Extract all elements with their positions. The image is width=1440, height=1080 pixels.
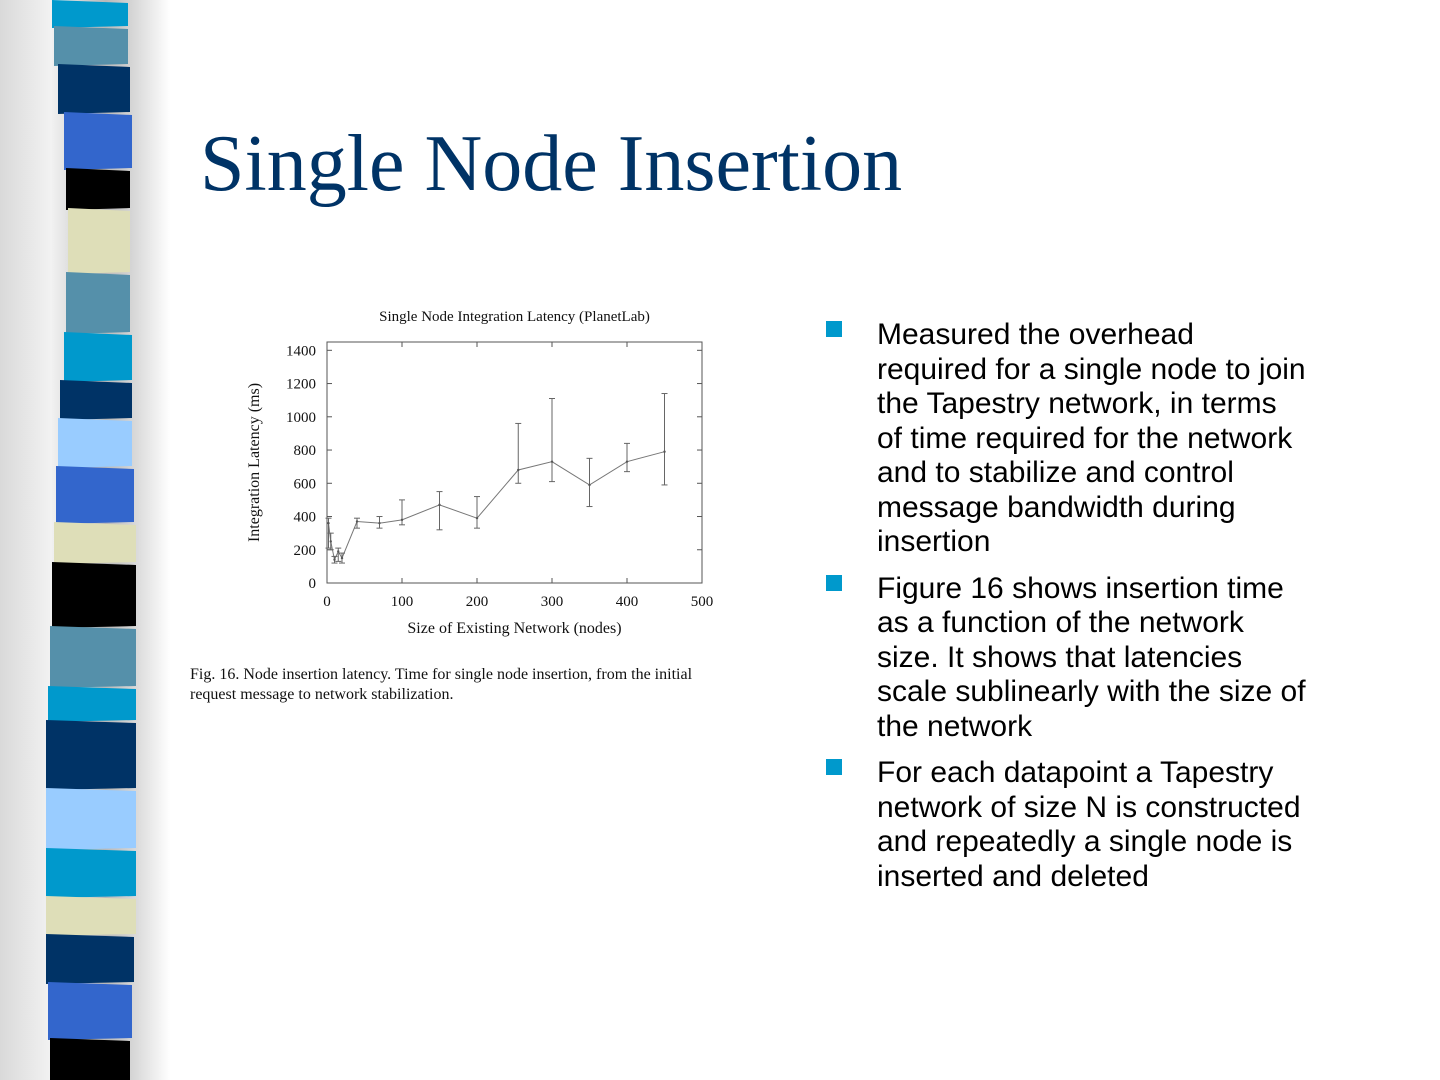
stripe-band xyxy=(58,64,130,114)
data-point xyxy=(517,468,520,472)
error-bar xyxy=(586,457,593,508)
figure-caption-line: Fig. 16. Node insertion latency. Time fo… xyxy=(190,666,693,683)
bullet-square-icon xyxy=(826,574,842,591)
error-bar xyxy=(624,442,630,473)
data-point xyxy=(340,556,344,560)
data-point xyxy=(337,550,340,553)
data-point xyxy=(550,460,554,463)
bullet-item: Figure 16 shows insertion time as a func… xyxy=(826,572,1426,745)
stripe-band xyxy=(54,522,136,564)
y-tick-label: 800 xyxy=(294,443,317,459)
bullet-line: Measured the overhead xyxy=(877,318,1194,351)
x-axis-label: Size of Existing Network (nodes) xyxy=(407,620,621,637)
bullet-line: inserted and deleted xyxy=(877,859,1149,893)
y-axis-label: Integration Latency (ms) xyxy=(246,383,263,542)
data-point xyxy=(329,540,332,543)
y-tick-label: 600 xyxy=(294,476,317,492)
plot-frame xyxy=(326,341,703,584)
stripe-band xyxy=(60,380,132,420)
figure-caption-line: request message to network stabilization… xyxy=(190,686,454,703)
stripe-band xyxy=(46,896,136,936)
error-bar xyxy=(474,496,480,529)
y-tick-label: 200 xyxy=(294,543,317,559)
stripe-band xyxy=(46,848,136,898)
x-tick-label: 500 xyxy=(691,594,714,610)
stripe-band xyxy=(66,168,130,210)
error-bar xyxy=(661,393,668,486)
bullet-line: of time required for the network xyxy=(877,421,1293,455)
data-point xyxy=(333,558,336,561)
error-bar xyxy=(549,398,555,483)
y-tick-label: 0 xyxy=(309,576,317,592)
y-tick-label: 400 xyxy=(294,510,317,526)
stripe-band xyxy=(66,272,130,334)
bullet-line: size. It shows that latencies xyxy=(877,640,1243,674)
figure: Single Node Integration Latency (PlanetL… xyxy=(186,300,786,720)
data-point xyxy=(400,518,404,522)
bullet-item: For each datapoint a Tapestry network of… xyxy=(826,756,1426,894)
data-point xyxy=(475,516,479,520)
data-point xyxy=(355,520,359,523)
bullet-line: scale sublinearly with the size of xyxy=(877,675,1306,708)
stripe-band xyxy=(46,720,136,790)
bullet-square-icon xyxy=(826,321,842,337)
stripe-band xyxy=(52,0,128,28)
stripe-band xyxy=(54,26,128,66)
stripe-band xyxy=(50,1038,130,1080)
stripe-band xyxy=(56,466,134,524)
bullet-line: message bandwidth during xyxy=(877,490,1236,524)
stripe-band xyxy=(52,562,136,628)
x-tick-label: 200 xyxy=(466,594,489,610)
data-point xyxy=(378,521,381,525)
error-bar xyxy=(399,499,405,526)
stripe-band xyxy=(64,112,132,170)
error-bar xyxy=(515,422,522,484)
x-tick-label: 300 xyxy=(541,594,564,610)
bullet-line: as a function of the network xyxy=(877,606,1244,639)
bullet-line: network of size N is constructed xyxy=(877,790,1301,824)
y-tick-label: 1200 xyxy=(286,377,316,393)
stripe-band xyxy=(46,788,136,850)
series-line xyxy=(328,451,665,562)
x-tick-label: 100 xyxy=(391,594,414,610)
stripe-band xyxy=(48,982,132,1040)
latency-chart: Single Node Integration Latency (PlanetL… xyxy=(246,309,714,637)
bullet-line: Figure 16 shows insertion time xyxy=(877,571,1284,605)
data-point xyxy=(438,503,441,507)
y-tick-label: 1000 xyxy=(286,410,316,426)
bullet-square-icon xyxy=(826,759,842,775)
bullet-line: and to stabilize and control xyxy=(877,456,1234,489)
stripe-band xyxy=(68,208,130,274)
bullet-line: insertion xyxy=(877,525,991,558)
decorative-stripe-bar xyxy=(46,0,136,1080)
slide-title: Single Node Insertion xyxy=(200,120,903,208)
bullet-item: Measured the overhead required for a sin… xyxy=(826,318,1426,560)
data-point xyxy=(625,460,629,463)
bullet-line: and repeatedly a single node is xyxy=(877,825,1293,858)
chart-title: Single Node Integration Latency (PlanetL… xyxy=(379,309,650,325)
error-bar xyxy=(436,491,443,531)
error-bar xyxy=(354,517,360,529)
bullet-list: Measured the overhead required for a sin… xyxy=(826,318,1426,906)
stripe-band xyxy=(46,934,134,984)
stripe-band xyxy=(48,686,136,722)
data-point xyxy=(327,521,330,525)
data-point xyxy=(588,483,591,487)
bullet-line: the network xyxy=(877,709,1033,743)
bullet-line: For each datapoint a Tapestry xyxy=(877,756,1274,789)
bullet-line: required for a single node to join xyxy=(877,352,1306,386)
figure-caption: Fig. 16. Node insertion latency. Time fo… xyxy=(190,665,786,705)
data-point xyxy=(663,450,666,453)
x-tick-label: 0 xyxy=(323,594,331,610)
bullet-line: the Tapestry network, in terms xyxy=(877,387,1277,420)
stripe-band xyxy=(58,418,132,468)
x-tick-label: 400 xyxy=(616,594,639,610)
y-tick-label: 1400 xyxy=(286,343,316,359)
stripe-band xyxy=(50,626,136,688)
stripe-band xyxy=(64,332,132,382)
